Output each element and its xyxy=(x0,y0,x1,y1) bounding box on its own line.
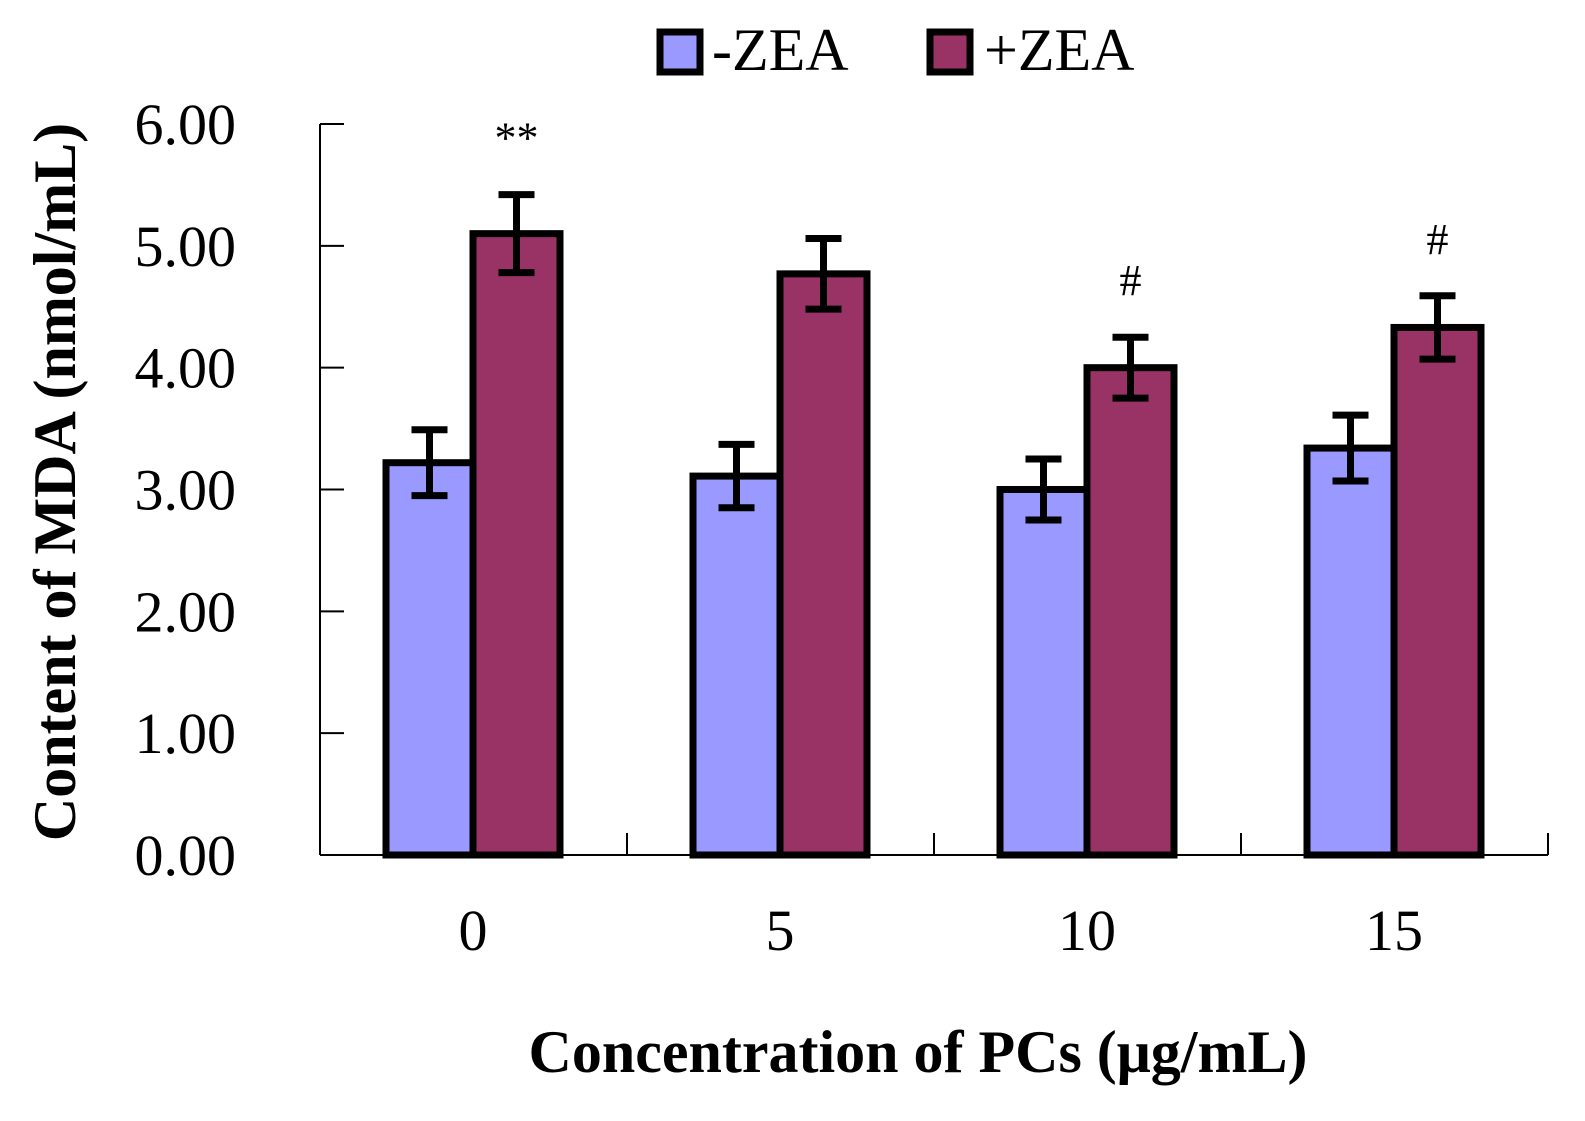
significance-mark-0: ** xyxy=(495,114,539,163)
y-tick-label-2: 2.00 xyxy=(135,579,237,644)
bar-plus-zea-15 xyxy=(1390,323,1485,859)
y-tick-label-4: 4.00 xyxy=(135,336,237,401)
significance-mark-10: # xyxy=(1120,256,1142,305)
x-axis-title: Concentration of PCs (μg/mL) xyxy=(529,1019,1308,1085)
x-tick-label-15: 15 xyxy=(1365,898,1423,963)
error-bar-minus-zea-10 xyxy=(1025,455,1062,524)
y-tick-label-0: 0.00 xyxy=(135,823,237,888)
error-bar-minus-zea-5 xyxy=(718,440,755,512)
bars xyxy=(382,230,1485,859)
bar-plus-zea-10 xyxy=(1083,364,1178,859)
legend-label-minus-zea: -ZEA xyxy=(712,17,849,83)
error-bar-plus-zea-10 xyxy=(1112,333,1149,402)
bar-minus-zea-10 xyxy=(996,486,1091,859)
bar-plus-zea-5 xyxy=(776,270,871,859)
bar-minus-zea-15 xyxy=(1303,444,1398,859)
error-bar-plus-zea-5 xyxy=(805,235,842,313)
bar-plus-zea-0 xyxy=(469,230,564,859)
y-axis: 0.00 1.00 2.00 3.00 4.00 5.00 6.00 xyxy=(135,92,344,888)
y-tick-label-5: 5.00 xyxy=(135,214,237,279)
y-tick-label-3: 3.00 xyxy=(135,458,237,523)
y-tick-label-6: 6.00 xyxy=(135,92,237,157)
error-bar-minus-zea-15 xyxy=(1332,411,1369,485)
y-axis-title: Content of MDA (nmol/mL) xyxy=(22,123,88,841)
x-axis: 0 5 10 15 xyxy=(319,833,1549,963)
annotations: ** # # xyxy=(495,114,1449,306)
error-bar-minus-zea-0 xyxy=(411,426,448,500)
error-bar-plus-zea-0 xyxy=(498,191,535,277)
bar-minus-zea-5 xyxy=(689,472,784,859)
error-bars xyxy=(411,191,1456,524)
x-tick-label-0: 0 xyxy=(459,898,488,963)
error-bar-plus-zea-15 xyxy=(1419,292,1456,363)
legend-swatch-minus-zea xyxy=(656,28,704,76)
x-tick-label-5: 5 xyxy=(766,898,795,963)
legend: -ZEA +ZEA xyxy=(656,17,1134,83)
legend-swatch-plus-zea xyxy=(926,28,974,76)
legend-label-plus-zea: +ZEA xyxy=(984,17,1134,83)
x-tick-label-10: 10 xyxy=(1058,898,1116,963)
significance-mark-15: # xyxy=(1427,215,1449,264)
bar-minus-zea-0 xyxy=(382,459,477,859)
y-tick-label-1: 1.00 xyxy=(135,701,237,766)
